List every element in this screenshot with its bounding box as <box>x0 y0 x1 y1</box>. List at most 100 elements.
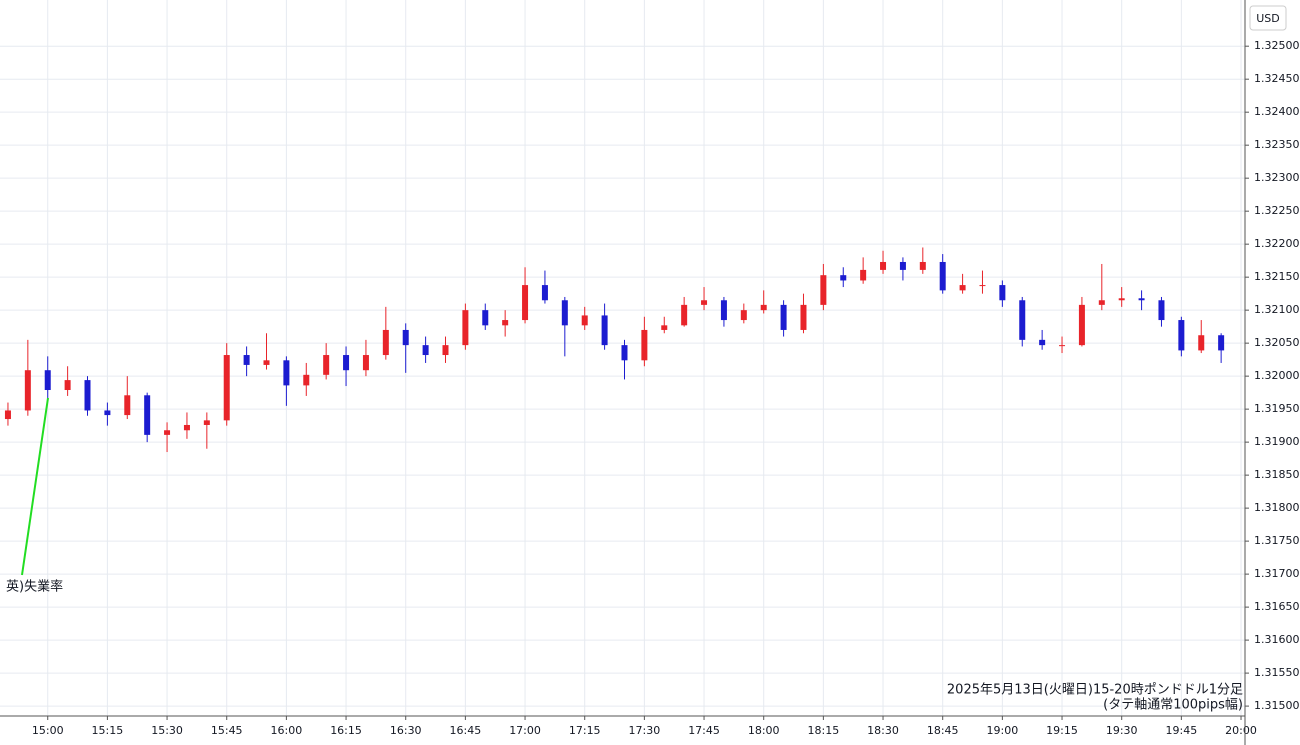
candle-body <box>243 355 250 365</box>
annotation-line <box>21 397 49 576</box>
x-tick-label: 19:00 <box>987 724 1019 737</box>
candle-body <box>84 380 91 411</box>
candle-body <box>144 395 151 435</box>
candle-body <box>880 261 887 270</box>
candle-body <box>601 315 608 346</box>
x-tick-label: 16:30 <box>390 724 422 737</box>
candle-body <box>621 345 628 361</box>
candle-body <box>1178 320 1185 351</box>
candle-body <box>164 430 171 435</box>
candle-body <box>661 325 668 330</box>
candle-body <box>681 304 688 326</box>
candle-body <box>641 329 648 361</box>
candle-body <box>979 285 986 287</box>
candle-body <box>343 355 350 371</box>
x-tick-label: 19:30 <box>1106 724 1138 737</box>
candle-body <box>1158 300 1165 321</box>
candle-body <box>800 304 807 330</box>
candle-body <box>1059 345 1066 347</box>
x-tick-label: 20:00 <box>1225 724 1257 737</box>
candle-body <box>183 424 190 431</box>
x-tick-label: 15:30 <box>151 724 183 737</box>
y-tick-label: 1.32450 <box>1254 72 1300 85</box>
candle-body <box>104 410 111 416</box>
candle-body <box>303 374 310 386</box>
candle-body <box>1019 300 1026 340</box>
candle-body <box>1078 304 1085 346</box>
x-tick-label: 16:45 <box>450 724 482 737</box>
candle-body <box>124 395 131 416</box>
candle-body <box>482 310 489 326</box>
candle-body <box>999 285 1006 301</box>
y-tick-label: 1.31700 <box>1254 567 1300 580</box>
candle-body <box>820 275 827 305</box>
candle-body <box>701 300 708 305</box>
candle-body <box>959 285 966 291</box>
x-tick-label: 18:30 <box>867 724 899 737</box>
candle-body <box>760 304 767 311</box>
x-tick-label: 18:00 <box>748 724 780 737</box>
x-tick-label: 15:15 <box>92 724 124 737</box>
y-tick-label: 1.32250 <box>1254 204 1300 217</box>
currency-box <box>1249 5 1287 31</box>
x-tick-label: 18:15 <box>808 724 840 737</box>
candle-body <box>1098 300 1105 305</box>
candle-body <box>780 304 787 330</box>
x-tick-label: 17:00 <box>509 724 541 737</box>
candle-body <box>899 261 906 270</box>
y-tick-label: 1.32200 <box>1254 237 1300 250</box>
y-tick-label: 1.32150 <box>1254 270 1300 283</box>
candle-body <box>382 329 389 356</box>
candle-body <box>223 355 230 421</box>
x-tick-label: 16:00 <box>271 724 303 737</box>
y-tick-label: 1.32400 <box>1254 105 1300 118</box>
currency-label: USD <box>1256 12 1280 25</box>
x-tick-label: 15:00 <box>32 724 64 737</box>
x-tick-label: 19:15 <box>1046 724 1078 737</box>
candle-body <box>362 355 369 371</box>
grid <box>0 0 1245 716</box>
y-tick-label: 1.31550 <box>1254 666 1300 679</box>
candle-body <box>263 360 270 365</box>
y-tick-label: 1.31800 <box>1254 501 1300 514</box>
x-tick-label: 16:15 <box>330 724 362 737</box>
candle-body <box>720 300 727 321</box>
y-tick-label: 1.31750 <box>1254 534 1300 547</box>
x-tick-label: 18:45 <box>927 724 959 737</box>
footnote: (タテ軸通常100pips幅) <box>1103 698 1243 713</box>
candles <box>4 247 1225 453</box>
y-tick-label: 1.32000 <box>1254 369 1300 382</box>
y-tick-label: 1.31950 <box>1254 402 1300 415</box>
footnote: 2025年5月13日(火曜日)15-20時ポンドドル1分足 <box>947 683 1243 698</box>
candle-body <box>541 285 548 301</box>
candle-body <box>860 269 867 281</box>
candle-body <box>919 261 926 270</box>
x-tick-label: 17:15 <box>569 724 601 737</box>
candle-body <box>740 310 747 321</box>
candle-body <box>442 345 449 356</box>
candle-body <box>561 300 568 326</box>
x-tick-label: 17:30 <box>629 724 661 737</box>
y-tick-label: 1.31500 <box>1254 699 1300 712</box>
candle-body <box>1118 298 1125 301</box>
y-tick-label: 1.31850 <box>1254 468 1300 481</box>
candle-body <box>502 320 509 326</box>
y-tick-label: 1.31600 <box>1254 633 1300 646</box>
candle-body <box>44 370 51 391</box>
y-tick-label: 1.32500 <box>1254 39 1300 52</box>
candle-body <box>422 345 429 356</box>
candle-body <box>64 380 71 391</box>
candle-body <box>1198 335 1205 351</box>
y-tick-label: 1.32350 <box>1254 138 1300 151</box>
x-tick-label: 15:45 <box>211 724 243 737</box>
candle-body <box>1138 298 1145 301</box>
candle-body <box>402 329 409 346</box>
y-tick-label: 1.31650 <box>1254 600 1300 613</box>
candle-body <box>283 360 290 386</box>
candle-body <box>522 285 529 321</box>
x-tick-label: 17:45 <box>688 724 720 737</box>
x-tick-label: 19:45 <box>1166 724 1198 737</box>
annotation: 英)失業率 <box>6 579 63 595</box>
